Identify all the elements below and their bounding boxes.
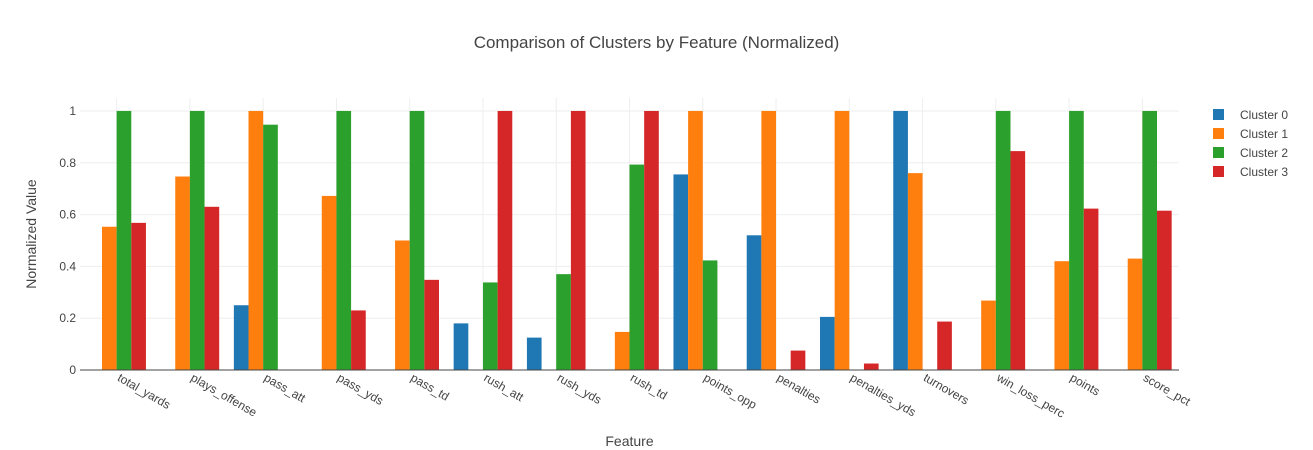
bar — [351, 310, 366, 370]
bar — [556, 274, 571, 370]
legend-item[interactable]: Cluster 1 — [1213, 124, 1288, 143]
bar — [263, 124, 278, 370]
bar — [424, 279, 440, 370]
y-tick-label: 0.6 — [59, 208, 76, 222]
y-tick-label: 0.2 — [59, 311, 76, 325]
x-tick-label: rush_yds — [555, 370, 604, 406]
bar — [570, 110, 586, 370]
bar — [1010, 151, 1026, 370]
x-tick-label: score_pct — [1141, 370, 1194, 408]
bar — [175, 176, 190, 370]
bar — [746, 235, 762, 370]
bar — [1083, 208, 1099, 370]
bar — [116, 110, 132, 370]
bar — [863, 363, 879, 370]
legend: Cluster 0 Cluster 1 Cluster 2 Cluster 3 — [1213, 105, 1288, 181]
x-tick-label: pass_td — [408, 370, 451, 403]
x-tick-label: rush_att — [481, 370, 526, 404]
bar — [644, 110, 659, 370]
x-tick-label: pass_att — [262, 370, 309, 405]
bar — [790, 350, 806, 370]
y-tick-label: 1 — [69, 104, 76, 118]
bar — [673, 174, 689, 370]
bar — [395, 240, 410, 370]
legend-label: Cluster 2 — [1240, 145, 1289, 160]
legend-item[interactable]: Cluster 2 — [1213, 143, 1288, 162]
x-tick-label: turnovers — [921, 370, 971, 407]
legend-label: Cluster 3 — [1240, 164, 1289, 179]
bar — [1127, 258, 1143, 370]
bar — [819, 316, 835, 370]
bar — [629, 164, 645, 370]
x-tick-label: plays_offense — [188, 370, 259, 419]
bar — [614, 331, 630, 370]
bar — [1142, 110, 1158, 370]
legend-swatch — [1213, 166, 1224, 177]
bar — [497, 110, 513, 370]
y-axis-title: Normalized Value — [23, 179, 39, 289]
bar — [834, 110, 850, 370]
legend-swatch — [1213, 109, 1224, 120]
bar — [1054, 261, 1070, 370]
legend-swatch — [1213, 147, 1224, 158]
x-tick-label: points_opp — [701, 370, 759, 412]
legend-label: Cluster 0 — [1240, 107, 1289, 122]
bar — [189, 110, 205, 370]
bar — [526, 337, 542, 370]
bar — [336, 110, 352, 370]
bar — [409, 110, 425, 370]
bar — [981, 300, 996, 370]
legend-label: Cluster 1 — [1240, 126, 1289, 141]
x-tick-label: total_yards — [115, 370, 173, 411]
x-tick-label: points — [1068, 370, 1103, 398]
x-tick-label: penalties_yds — [848, 370, 919, 419]
x-tick-label: pass_yds — [335, 370, 386, 407]
x-tick-label: win_loss_perc — [993, 370, 1067, 421]
bar — [204, 206, 220, 370]
x-tick-label: rush_td — [628, 370, 670, 402]
bar — [131, 222, 146, 370]
bar — [321, 195, 337, 370]
bar — [248, 110, 264, 370]
bar — [761, 110, 777, 370]
y-tick-label: 0.8 — [59, 156, 76, 170]
bar — [995, 110, 1011, 370]
x-tick-label: penalties — [775, 370, 824, 406]
bar — [937, 321, 952, 370]
bar — [893, 110, 908, 370]
bar — [702, 260, 718, 370]
bar — [688, 110, 703, 370]
bar — [453, 323, 469, 370]
bar — [482, 282, 498, 370]
legend-swatch — [1213, 128, 1224, 139]
chart-title: Comparison of Clusters by Feature (Norma… — [473, 33, 840, 52]
bar — [907, 173, 923, 370]
legend-item[interactable]: Cluster 3 — [1213, 162, 1288, 181]
y-tick-label: 0 — [69, 363, 76, 377]
legend-item[interactable]: Cluster 0 — [1213, 105, 1288, 124]
bar — [1157, 210, 1172, 370]
y-tick-label: 0.4 — [59, 259, 76, 273]
bar — [1069, 110, 1084, 370]
x-axis-title: Feature — [605, 433, 653, 449]
bar — [233, 305, 249, 370]
bar — [101, 226, 117, 370]
